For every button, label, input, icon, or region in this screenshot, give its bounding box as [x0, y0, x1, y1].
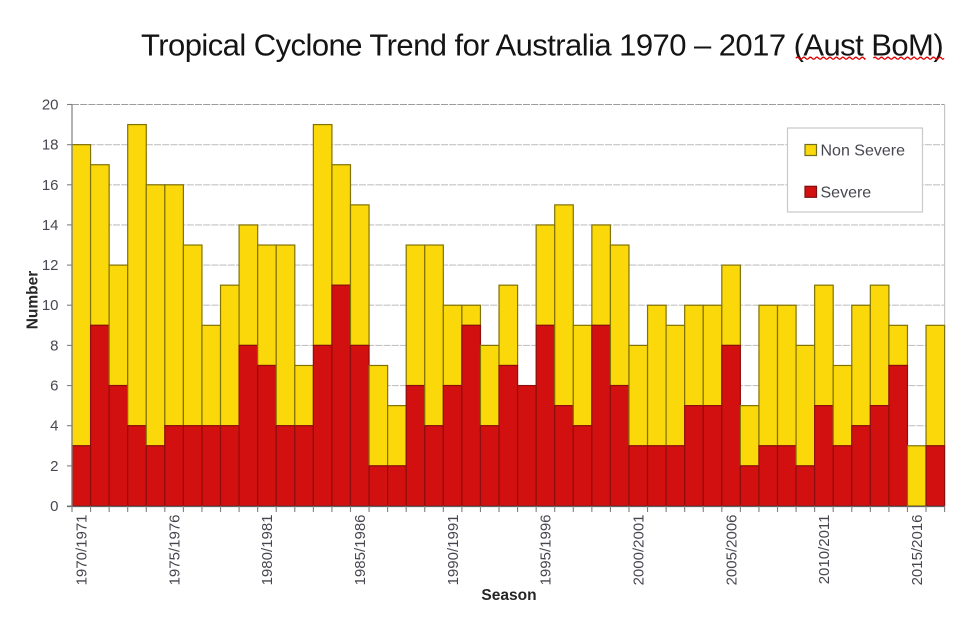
svg-text:2: 2 — [50, 458, 58, 475]
svg-text:Non Severe: Non Severe — [821, 143, 906, 160]
svg-text:1985/1986: 1985/1986 — [352, 515, 369, 586]
svg-text:18: 18 — [42, 137, 59, 154]
svg-text:6: 6 — [50, 378, 58, 395]
svg-text:8: 8 — [50, 337, 58, 354]
svg-text:14: 14 — [42, 217, 59, 234]
svg-text:2000/2001: 2000/2001 — [631, 515, 648, 586]
svg-text:10: 10 — [42, 297, 59, 314]
svg-text:16: 16 — [42, 177, 59, 194]
svg-text:4: 4 — [50, 418, 58, 435]
svg-text:Severe: Severe — [821, 184, 872, 201]
svg-text:1975/1976: 1975/1976 — [166, 515, 183, 586]
svg-text:Season: Season — [481, 587, 536, 604]
svg-text:2015/2016: 2015/2016 — [909, 515, 926, 586]
svg-text:12: 12 — [42, 257, 59, 274]
svg-text:1990/1991: 1990/1991 — [445, 515, 462, 586]
svg-text:1995/1996: 1995/1996 — [538, 515, 555, 586]
svg-text:2010/2011: 2010/2011 — [816, 515, 833, 585]
svg-text:2005/2006: 2005/2006 — [723, 515, 740, 586]
svg-text:20: 20 — [42, 97, 59, 114]
svg-text:1970/1971: 1970/1971 — [74, 515, 91, 586]
svg-text:Number: Number — [25, 271, 42, 330]
svg-text:1980/1981: 1980/1981 — [259, 515, 276, 586]
svg-text:0: 0 — [50, 498, 58, 515]
